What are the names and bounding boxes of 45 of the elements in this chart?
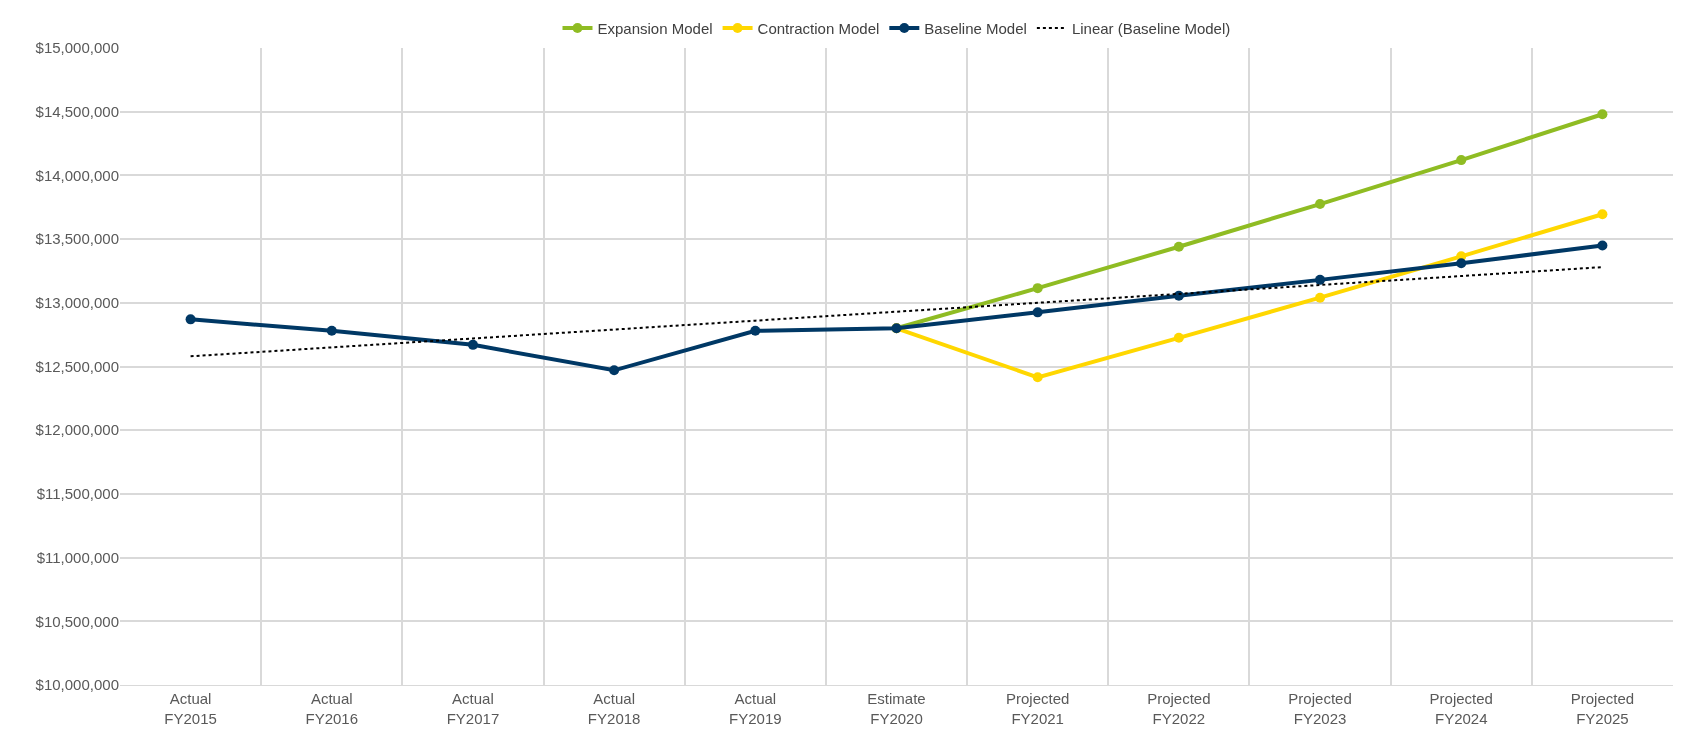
point [750,325,761,336]
legend-label: Baseline Model [924,19,1027,37]
y-tick-label: $12,000,000 [35,421,119,439]
y-tick-label: $13,500,000 [35,230,119,248]
x-tick-label: Projected FY2023 [1288,690,1352,727]
point [1315,292,1326,303]
point [1173,332,1184,343]
x-tick-label: Projected FY2025 [1570,690,1635,727]
point [1597,209,1608,220]
point [185,314,196,325]
x-tick-label: Estimate FY2020 [867,690,926,727]
y-tick-label: $10,000,000 [35,676,119,694]
x-tick-label: Actual FY2017 [446,690,500,727]
point [1032,283,1043,294]
y-tick-label: $14,000,000 [35,166,119,184]
x-tick-label: Projected FY2022 [1147,690,1211,727]
y-tick-label: $12,500,000 [35,357,119,375]
y-tick-label: $10,500,000 [35,612,119,630]
point [1032,307,1043,318]
x-tick-label: Actual FY2019 [729,690,782,727]
x-tick-label: Projected FY2021 [1005,690,1070,727]
point [1173,241,1184,252]
point [1032,372,1043,383]
y-tick-label: $11,000,000 [36,548,119,566]
point [1456,258,1467,269]
y-tick-label: $13,000,000 [35,294,119,312]
point [1597,109,1608,120]
point [1315,199,1326,210]
point [1597,240,1608,251]
y-tick-label: $15,000,000 [35,39,119,57]
legend-label: Contraction Model [757,19,880,37]
x-tick-label: Actual FY2018 [587,690,641,727]
y-tick-label: $11,500,000 [36,485,119,503]
x-tick-label: Actual FY2015 [164,690,217,727]
y-tick-label: $14,500,000 [35,102,119,120]
x-tick-label: Projected FY2024 [1429,690,1493,727]
point [1315,274,1326,285]
point [467,339,478,350]
x-tick-label: Actual FY2016 [305,690,359,727]
line-series [189,266,1604,358]
legend-label: Expansion Model [597,19,713,37]
legend-label: Linear (Baseline Model) [1071,19,1231,37]
point [609,365,620,376]
point [326,325,337,336]
point [1456,155,1467,166]
